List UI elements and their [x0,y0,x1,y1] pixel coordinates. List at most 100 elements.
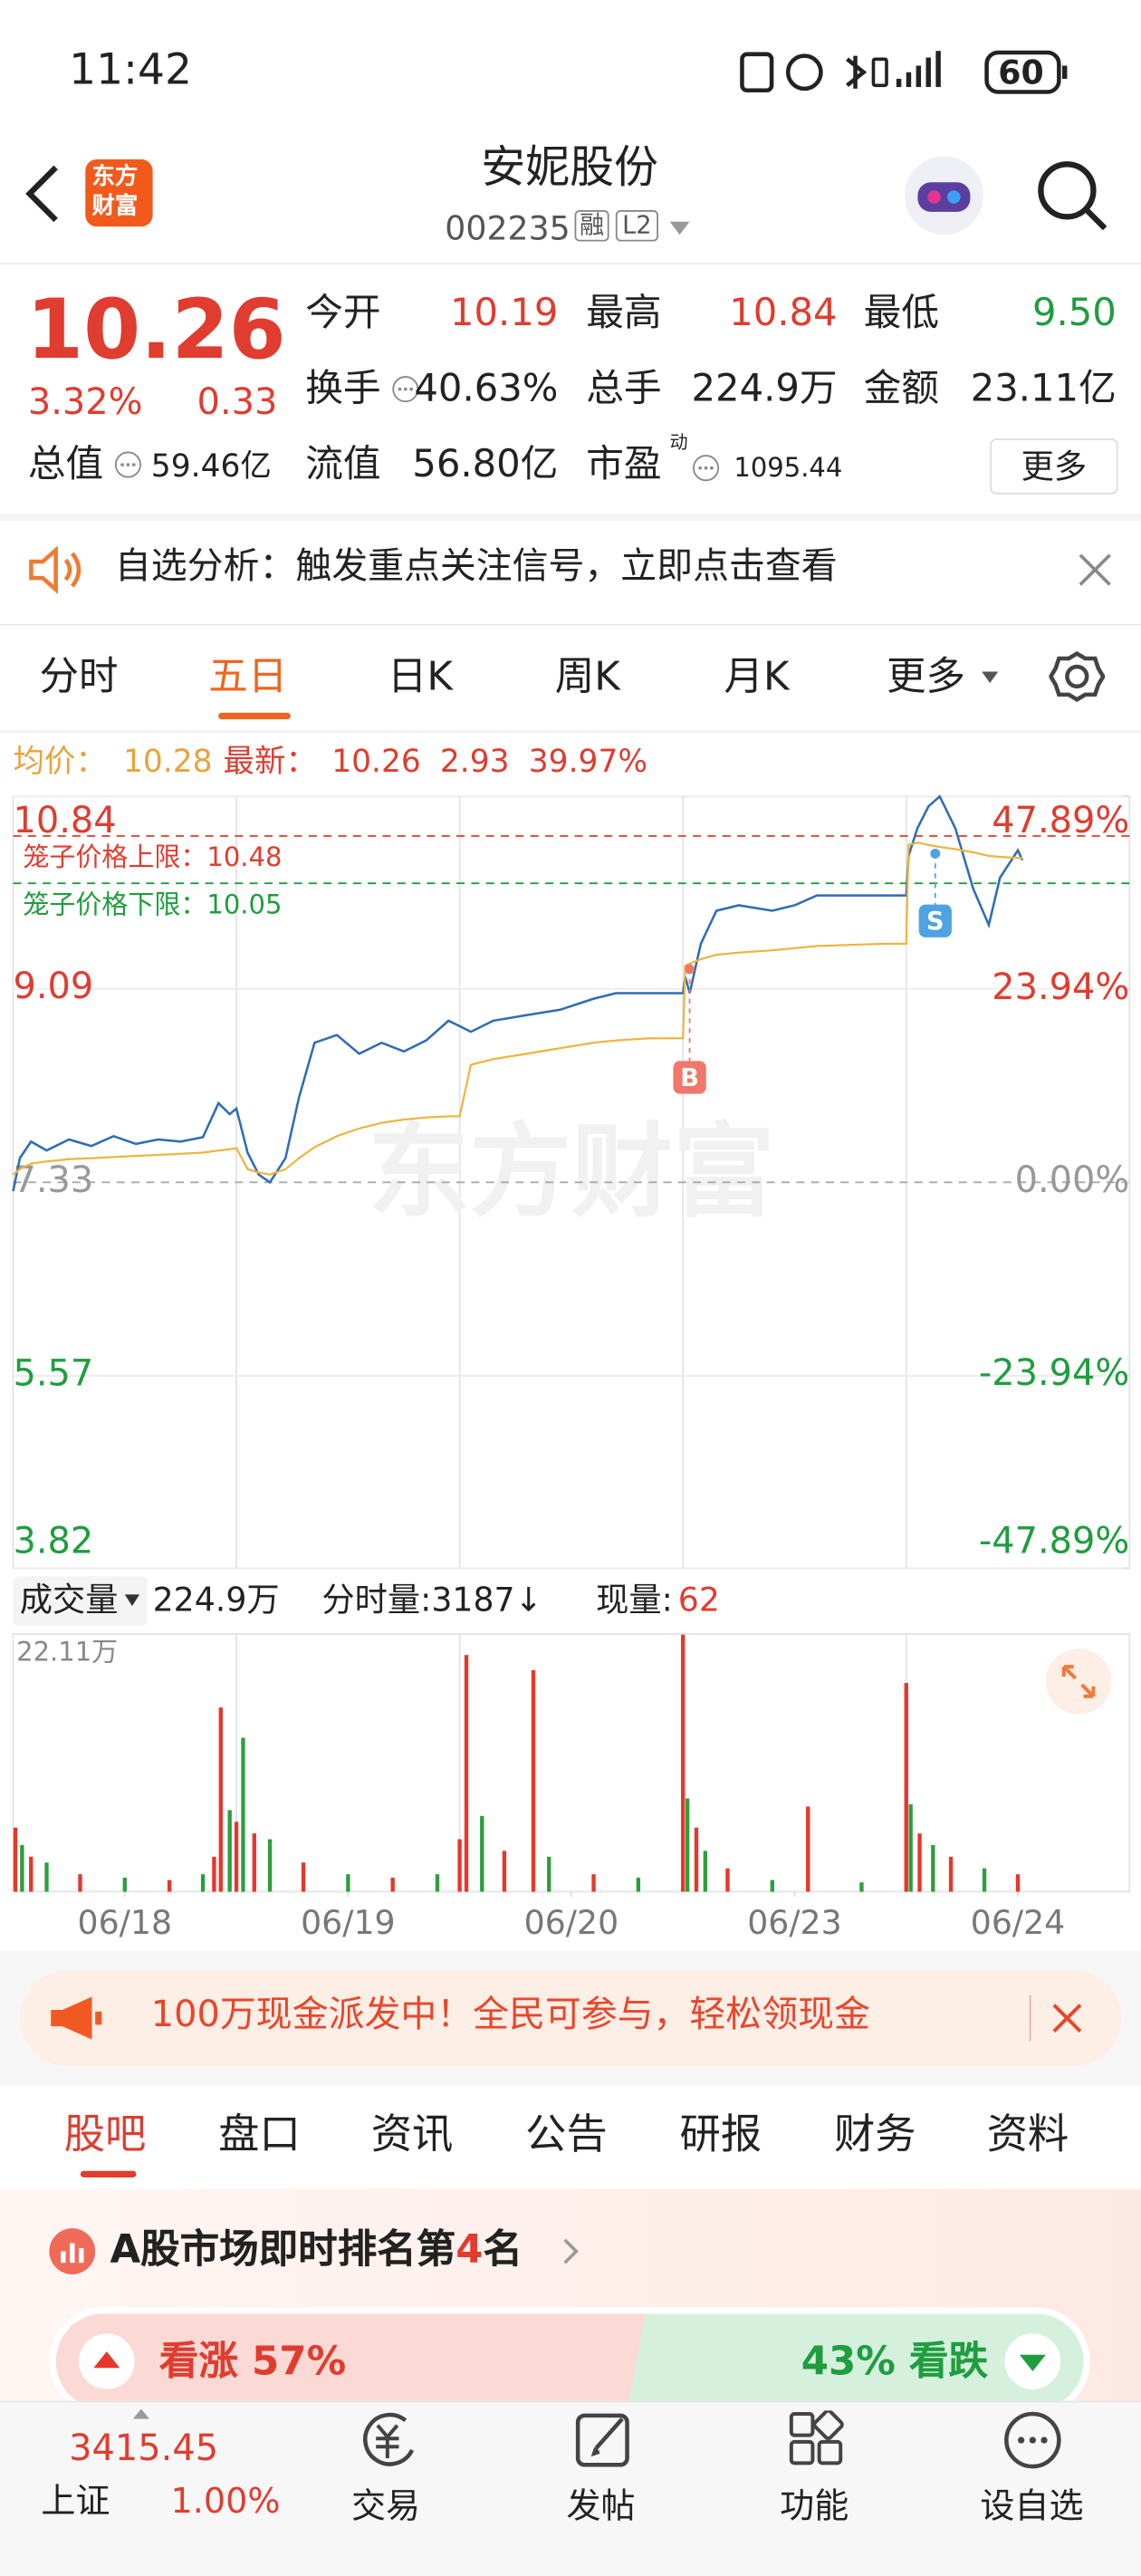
change-amount: 0.33 [197,382,278,424]
field-label: 市盈 [586,443,662,486]
info-icon[interactable] [390,374,420,404]
x-tick-label: 06/19 [301,1903,395,1942]
volume-bar [681,1633,686,1892]
bull-segment [55,2313,688,2409]
volume-bar [252,1833,256,1892]
field-value: 23.11亿 [970,368,1117,411]
volume-bar [390,1878,395,1892]
ranking-text[interactable]: A股市场即时排名第4名 [110,2230,523,2270]
watchlist-icon[interactable] [1003,2410,1062,2469]
separator [1029,1994,1031,2042]
section-tab[interactable]: 资讯 [370,2110,454,2158]
bull-ratio: 看涨 57% [158,2338,347,2385]
field-value: 40.63% [414,368,559,411]
volume-title[interactable]: 成交量 [19,1580,119,1620]
field-label: 换手 [305,368,381,411]
search-button[interactable] [1034,158,1109,233]
promo-banner[interactable] [19,1970,1122,2066]
change-percent: 3.32% [27,382,143,424]
volume-bar [502,1850,507,1892]
function-icon[interactable] [788,2410,847,2469]
nav-label[interactable]: 交易 [350,2485,421,2526]
dropdown-icon [982,671,999,684]
volume-selector[interactable] [13,1576,149,1626]
volume-bar [301,1862,306,1892]
nav-label[interactable]: 设自选 [980,2485,1084,2526]
y2-tick-label: 47.89% [992,800,1129,841]
section-tab[interactable]: 资料 [986,2110,1069,2158]
y-tick-label: 9.09 [14,966,94,1007]
index-value[interactable]: 3415.45 [69,2428,219,2470]
section-tab[interactable]: 公告 [525,2110,608,2158]
dropdown-icon[interactable] [668,220,691,236]
chart-tab[interactable]: 分时 [39,653,119,700]
field-value: 59.46亿 [150,447,272,485]
index-name[interactable]: 上证 [41,2481,110,2521]
chart-tab[interactable]: 月K [724,653,790,700]
close-button[interactable] [1050,2002,1083,2034]
chart-tab[interactable]: 周K [554,653,620,700]
chart-tab[interactable]: 日K [387,653,453,700]
bear-button[interactable] [1003,2331,1062,2390]
assistant-avatar[interactable] [901,153,986,238]
info-icon[interactable] [113,450,143,480]
field-label: 最高 [586,292,662,335]
more-button[interactable]: 更多 [990,438,1118,495]
y-tick-label: 10.84 [14,800,117,841]
avg-label: 均价： [13,744,107,781]
latest-label: 最新： [223,744,317,781]
section-tab[interactable]: 盘口 [218,2110,301,2158]
x-tick-label: 06/23 [747,1903,841,1942]
volume-bar [908,1803,913,1892]
marker-label: B [680,1064,699,1092]
trade-icon[interactable] [356,2410,422,2469]
volume-bar [44,1862,49,1892]
stock-code: 002235 [445,208,570,248]
up-indicator [132,2408,149,2419]
y-tick-label: 5.57 [14,1352,94,1394]
watermark: 东方财富 [368,1112,775,1231]
last-price: 10.26 [26,282,286,378]
tick-volume: 分时量:3187↓ [321,1580,543,1620]
expand-button[interactable] [1044,1647,1113,1716]
tag: L2 [615,210,658,242]
volume-bar [346,1874,350,1892]
notice-text[interactable]: 自选分析：触发重点关注信号，立即点击查看 [114,546,838,589]
latest-value: 10.26 [331,744,421,781]
volume-tick-label: 22.11万 [16,1637,118,1668]
chart-tab[interactable]: 更多 [886,653,966,700]
x-tick-label: 06/24 [971,1903,1065,1942]
bull-button[interactable] [77,2331,136,2390]
volume-bar [636,1878,641,1892]
field-label: 最低 [863,292,940,335]
volume-bar [948,1856,954,1892]
volume-bar [806,1806,810,1892]
volume-total: 224.9万 [152,1580,280,1620]
field-label: 今开 [305,292,381,335]
volume-bar [531,1669,536,1892]
settings-button[interactable] [1049,649,1106,705]
volume-bar [591,1874,596,1892]
x-tick-label: 06/18 [78,1903,172,1942]
post-icon[interactable] [573,2410,636,2469]
section-tab[interactable]: 研报 [679,2110,762,2158]
ranking-number: 4 [455,2226,484,2273]
index-change[interactable]: 1.00% [170,2481,281,2521]
marker-label: S [926,908,944,936]
back-button[interactable] [20,161,69,227]
chart-tab-active[interactable]: 五日 [208,653,288,700]
field-label: 总手 [586,368,662,411]
promo-text[interactable]: 100万现金派发中！全民可参与，轻松领现金 [150,1994,870,2037]
nav-label[interactable]: 功能 [780,2485,849,2526]
limit-name: 笼子价格上限： [23,841,206,872]
close-button[interactable] [1077,552,1113,588]
section-tab[interactable]: 财务 [833,2110,916,2158]
volume-bar [931,1845,935,1892]
section-tab-active[interactable]: 股吧 [63,2110,147,2158]
volume-bar [464,1655,469,1892]
info-icon[interactable] [691,453,721,483]
volume-bar [212,1856,216,1892]
field-value: 9.50 [1031,292,1117,335]
marker-badge [673,1061,706,1094]
nav-label[interactable]: 发帖 [566,2485,636,2526]
